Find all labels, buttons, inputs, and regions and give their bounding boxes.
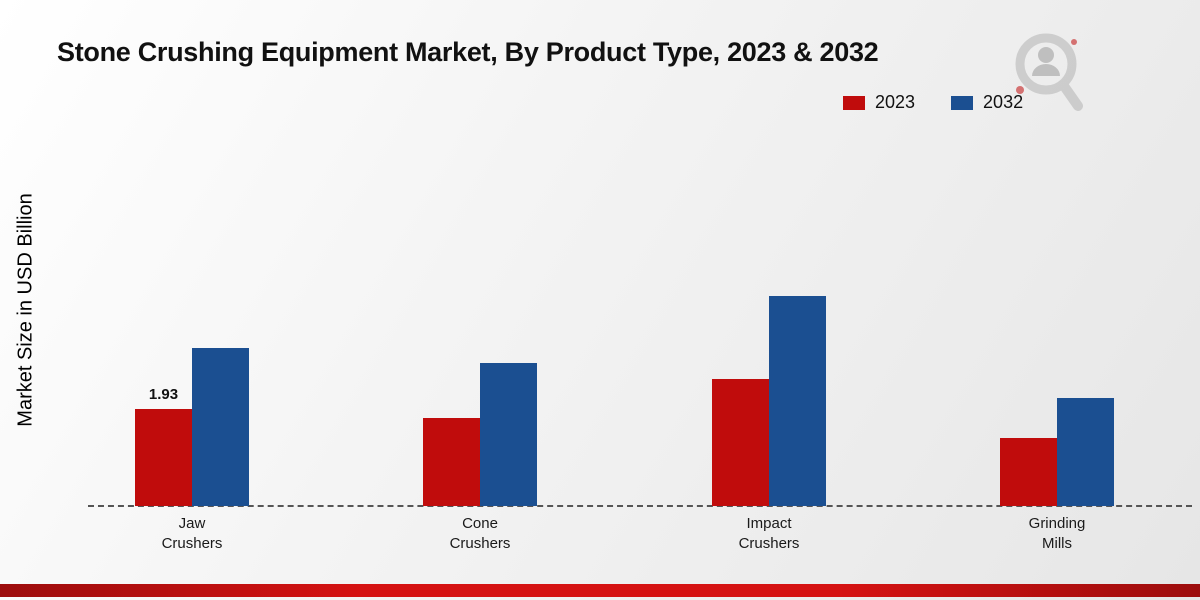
bar-2023-impact-crushers — [712, 379, 769, 506]
x-axis-label-impact-crushers: Impact Crushers — [738, 515, 800, 553]
bar-2032-jaw-crushers — [192, 348, 249, 506]
bar-2023-grinding-mills — [1000, 438, 1057, 506]
bar-2023-cone-crushers — [423, 418, 480, 506]
x-axis-label-grinding-mills: Grinding Mills — [1028, 515, 1086, 553]
bar-group-cone-crushers — [423, 363, 537, 506]
bar-2032-cone-crushers — [480, 363, 537, 506]
legend-item-2023: 2023 — [843, 92, 915, 113]
x-axis-label-jaw-crushers: Jaw Crushers — [161, 515, 223, 553]
bar-value-label: 1.93 — [148, 386, 179, 403]
legend-label-2032: 2032 — [983, 92, 1024, 112]
x-axis-label-cone-crushers: Cone Crushers — [449, 515, 511, 553]
footer-band — [0, 584, 1200, 597]
bar-group-jaw-crushers: 1.93 — [135, 348, 249, 506]
bar-group-grinding-mills — [1000, 398, 1114, 506]
bar-group-impact-crushers — [712, 296, 826, 506]
watermark-logo — [1008, 28, 1088, 114]
bar-2032-impact-crushers — [769, 296, 826, 506]
legend-swatch-2032-icon — [951, 95, 974, 110]
legend-label-2023: 2023 — [875, 92, 916, 112]
legend-item-2032: 2032 — [951, 92, 1023, 113]
x-axis-baseline — [88, 505, 1192, 507]
chart-title: Stone Crushing Equipment Market, By Prod… — [57, 37, 879, 67]
bar-2032-grinding-mills — [1057, 398, 1114, 506]
legend-swatch-2023-icon — [843, 95, 865, 110]
legend: 2023 2032 — [843, 92, 1023, 113]
bar-2023-jaw-crushers: 1.93 — [135, 386, 192, 506]
